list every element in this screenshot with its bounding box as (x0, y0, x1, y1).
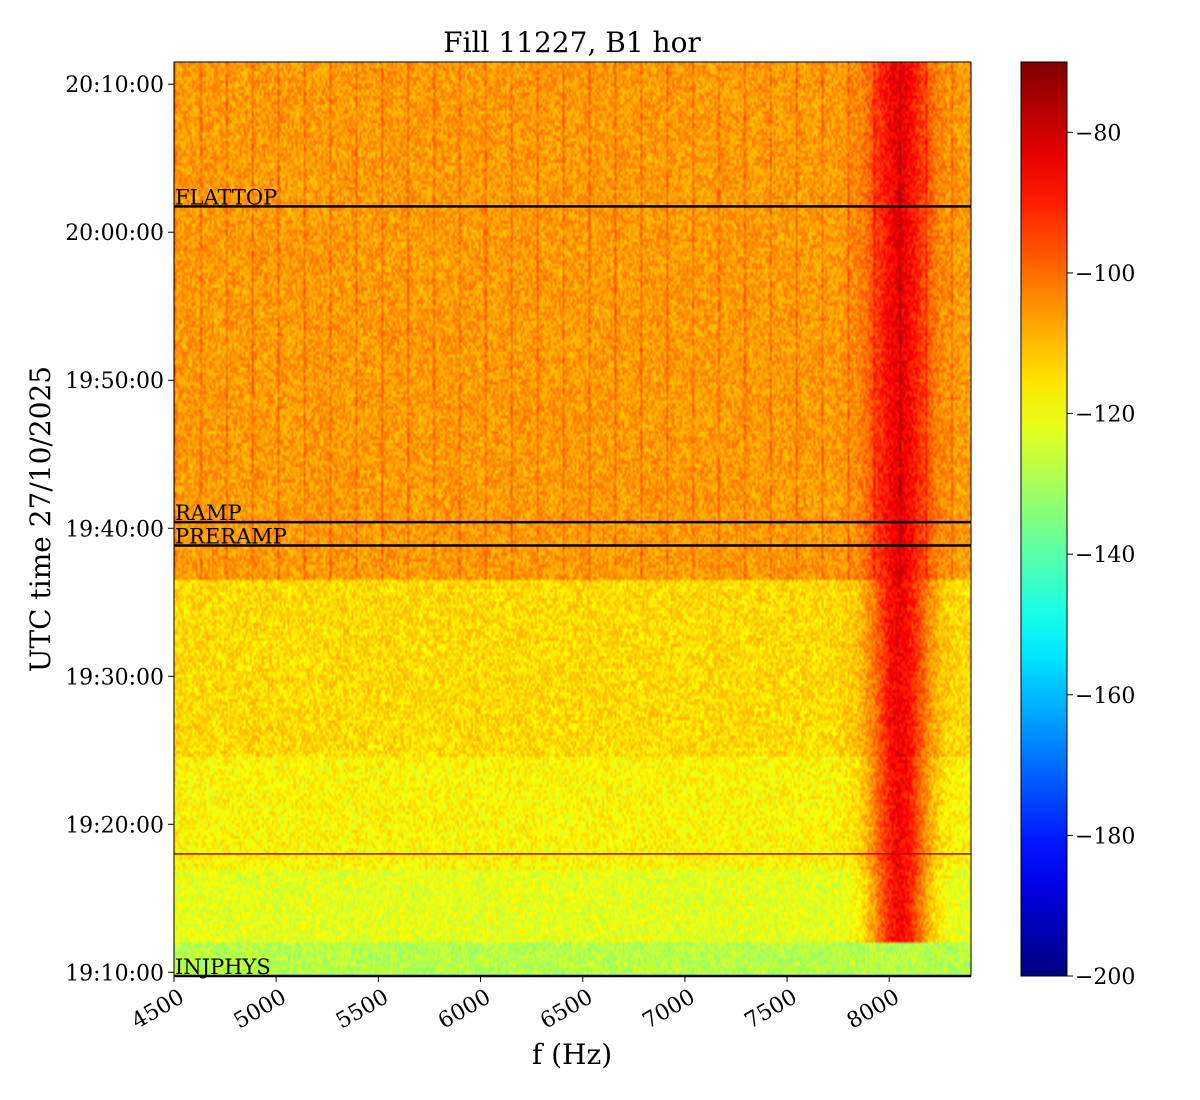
colorbar-tick-label: −100 (1075, 262, 1135, 287)
y-tick-label: 20:00:00 (65, 221, 164, 246)
y-tick-label: 19:50:00 (65, 369, 164, 394)
heatmap-cells (174, 62, 971, 976)
y-tick-label: 19:40:00 (65, 517, 164, 542)
spectrogram-heatmap (174, 62, 971, 976)
y-tick-label: 20:10:00 (65, 73, 164, 98)
y-tick-label: 19:10:00 (65, 961, 164, 986)
colorbar-tick-label: −200 (1075, 965, 1135, 990)
chart-title: Fill 11227, B1 hor (443, 26, 701, 59)
phase-marker-label: INJPHYS (175, 955, 271, 979)
x-tick-label: 6500 (536, 985, 597, 1035)
phase-marker-label: PRERAMP (175, 525, 287, 549)
colorbar-tick-label: −120 (1075, 403, 1135, 428)
colorbar-tick-label: −180 (1075, 824, 1135, 849)
colorbar-tick-label: −80 (1075, 121, 1121, 146)
phase-marker-label: FLATTOP (175, 185, 277, 209)
x-tick-label: 7000 (639, 985, 700, 1035)
plot-frame (173, 61, 972, 977)
colorbar (1020, 61, 1068, 977)
y-tick-label: 19:30:00 (65, 665, 164, 690)
x-axis-label: f (Hz) (532, 1038, 612, 1071)
y-tick-label: 19:20:00 (65, 813, 164, 838)
colorbar-tick-label: −140 (1075, 543, 1135, 568)
x-tick-label: 5500 (332, 985, 393, 1035)
phase-marker-label: RAMP (175, 501, 242, 525)
y-axis-label: UTC time 27/10/2025 (24, 366, 57, 672)
x-tick-label: 6000 (434, 985, 495, 1035)
x-tick-label: 4500 (128, 985, 189, 1035)
x-tick-label: 8000 (843, 985, 904, 1035)
x-axis-ticks: 4500 5000 5500 6000 6500 7000 7500 8000 (128, 976, 904, 1034)
x-tick-label: 5000 (230, 985, 291, 1035)
colorbar-tick-label: −160 (1075, 684, 1135, 709)
x-tick-label: 7500 (741, 985, 802, 1035)
y-axis-ticks: 19:10:00 19:20:00 19:30:00 19:40:00 19:50:00… (65, 73, 174, 986)
colorbar-ticks: −80 −100 −120 −140 −160 −180 −200 (1067, 121, 1135, 990)
